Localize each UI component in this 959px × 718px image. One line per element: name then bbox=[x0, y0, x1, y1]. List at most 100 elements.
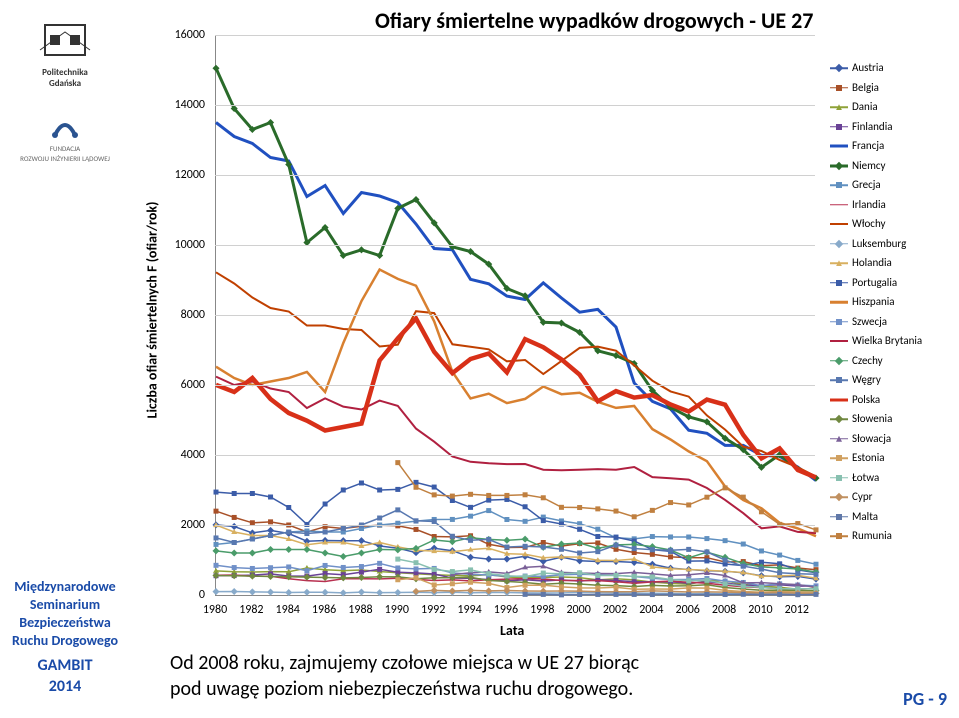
y-tick-label: 2000 bbox=[165, 518, 205, 532]
legend-label: Holandia bbox=[852, 255, 892, 272]
caption-line: pod uwagę poziom niebezpieczeństwa ruchu… bbox=[170, 677, 633, 701]
series-marker bbox=[449, 587, 456, 594]
legend-marker bbox=[830, 355, 848, 367]
legend-label: Rumunia bbox=[852, 528, 892, 545]
legend-item: Malta bbox=[830, 509, 950, 526]
legend-label: Włochy bbox=[852, 216, 886, 233]
series-marker bbox=[486, 581, 491, 586]
series-marker bbox=[814, 562, 819, 567]
series-marker bbox=[523, 504, 528, 509]
series-marker bbox=[686, 578, 691, 583]
legend: AustriaBelgiaDaniaFinlandiaFrancjaNiemcy… bbox=[830, 60, 950, 548]
series-marker bbox=[686, 547, 691, 552]
series-marker bbox=[723, 592, 728, 597]
sem-line: Międzynarodowe bbox=[0, 578, 130, 596]
series-marker bbox=[814, 572, 819, 577]
series-marker bbox=[432, 492, 437, 497]
series-marker bbox=[523, 583, 528, 588]
series-marker bbox=[523, 592, 528, 597]
legend-marker bbox=[830, 530, 848, 542]
x-tick-label: 1992 bbox=[413, 603, 453, 617]
gridline bbox=[215, 455, 815, 456]
legend-marker bbox=[830, 316, 848, 328]
series-marker bbox=[503, 537, 510, 544]
series-marker bbox=[485, 556, 492, 563]
series-marker bbox=[577, 570, 582, 575]
page-number: PG - 9 bbox=[903, 688, 947, 710]
series-marker bbox=[577, 527, 582, 532]
fril-label-2: ROZWOJU INŻYNIERII LĄDOWEJ bbox=[20, 155, 110, 163]
legend-label: Estonia bbox=[852, 450, 885, 467]
series-marker bbox=[723, 581, 728, 586]
series-marker bbox=[486, 537, 491, 542]
legend-item: Czechy bbox=[830, 353, 950, 370]
sem-line: Seminarium bbox=[0, 596, 130, 614]
series-marker bbox=[231, 523, 238, 530]
series-marker bbox=[432, 519, 437, 524]
series-marker bbox=[541, 571, 546, 576]
series-marker bbox=[359, 564, 364, 569]
gridline bbox=[215, 105, 815, 106]
gambit-label: GAMBIT bbox=[0, 656, 130, 677]
series-marker bbox=[759, 585, 764, 590]
series-marker bbox=[741, 542, 746, 547]
series-marker bbox=[595, 549, 600, 554]
series-marker bbox=[741, 592, 746, 597]
legend-marker bbox=[830, 238, 848, 250]
series-marker bbox=[450, 534, 455, 539]
series-marker bbox=[359, 481, 364, 486]
y-tick-label: 8000 bbox=[165, 308, 205, 322]
series-marker bbox=[250, 537, 255, 542]
x-tick-label: 2008 bbox=[704, 603, 744, 617]
series-marker bbox=[614, 535, 619, 540]
series-marker bbox=[704, 592, 709, 597]
series-marker bbox=[723, 558, 728, 563]
legend-label: Belgia bbox=[852, 80, 879, 97]
series-marker bbox=[595, 506, 600, 511]
series-marker bbox=[468, 567, 473, 572]
legend-item: Cypr bbox=[830, 489, 950, 506]
series-marker bbox=[668, 500, 673, 505]
series-marker bbox=[268, 495, 273, 500]
series-marker bbox=[286, 530, 291, 535]
series-marker bbox=[395, 557, 400, 562]
series-marker bbox=[377, 561, 382, 566]
legend-item: Estonia bbox=[830, 450, 950, 467]
x-tick-label: 1998 bbox=[522, 603, 562, 617]
series-marker bbox=[267, 589, 274, 596]
legend-label: Luksemburg bbox=[852, 236, 906, 253]
gridline bbox=[215, 385, 815, 386]
series-marker bbox=[559, 505, 564, 510]
series-marker bbox=[632, 546, 637, 551]
legend-label: Malta bbox=[852, 509, 878, 526]
x-tick-label: 1994 bbox=[450, 603, 490, 617]
series-marker bbox=[376, 546, 383, 553]
x-tick-label: 2006 bbox=[668, 603, 708, 617]
series-marker bbox=[231, 588, 238, 595]
gambit-year: 2014 bbox=[0, 677, 130, 698]
legend-label: Niemcy bbox=[852, 158, 886, 175]
legend-marker bbox=[830, 413, 848, 425]
series-marker bbox=[577, 505, 582, 510]
series-marker bbox=[504, 493, 509, 498]
series-marker bbox=[668, 592, 673, 597]
series-marker bbox=[304, 531, 309, 536]
series-marker bbox=[741, 564, 746, 569]
gridline bbox=[215, 245, 815, 246]
legend-marker bbox=[830, 140, 848, 152]
legend-item: Łotwa bbox=[830, 470, 950, 487]
series-marker bbox=[232, 565, 237, 570]
series-marker bbox=[395, 507, 400, 512]
legend-item: Austria bbox=[830, 60, 950, 77]
y-tick-label: 4000 bbox=[165, 448, 205, 462]
legend-marker bbox=[830, 472, 848, 484]
y-tick-label: 0 bbox=[165, 588, 205, 602]
series-marker bbox=[232, 491, 237, 496]
y-tick-label: 16000 bbox=[165, 28, 205, 42]
y-tick-label: 10000 bbox=[165, 238, 205, 252]
legend-marker bbox=[830, 491, 848, 503]
series-marker bbox=[795, 571, 800, 576]
series-marker bbox=[214, 490, 219, 495]
pg-label: Politechnika Gdańska bbox=[35, 67, 95, 89]
gridline bbox=[215, 35, 815, 36]
